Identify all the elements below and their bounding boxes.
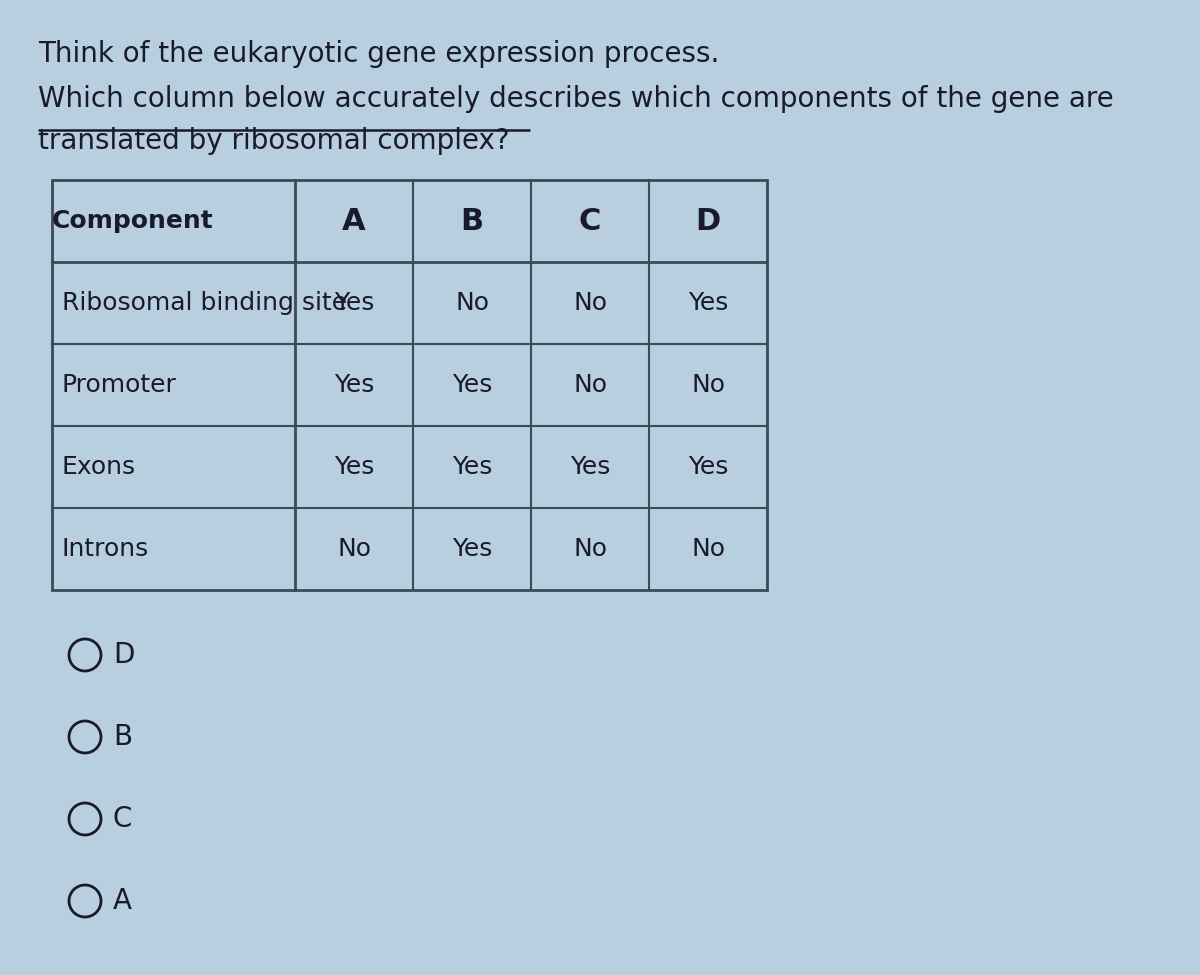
Text: No: No (574, 537, 607, 561)
Text: Yes: Yes (334, 373, 374, 397)
Text: C: C (578, 207, 601, 236)
Text: B: B (461, 207, 484, 236)
Text: A: A (113, 887, 132, 915)
Text: Yes: Yes (334, 291, 374, 315)
Text: Exons: Exons (62, 455, 136, 479)
Text: No: No (691, 373, 725, 397)
Text: No: No (337, 537, 371, 561)
Text: Yes: Yes (688, 455, 728, 479)
Text: B: B (113, 723, 132, 751)
Text: Ribosomal binding site: Ribosomal binding site (62, 291, 347, 315)
Text: No: No (455, 291, 490, 315)
Text: Yes: Yes (452, 455, 492, 479)
Text: No: No (574, 373, 607, 397)
Text: A: A (342, 207, 366, 236)
Text: Promoter: Promoter (62, 373, 176, 397)
Text: Yes: Yes (688, 291, 728, 315)
Text: Yes: Yes (452, 373, 492, 397)
Text: D: D (113, 641, 134, 669)
Text: Component: Component (52, 209, 214, 233)
Text: Introns: Introns (62, 537, 149, 561)
Text: No: No (691, 537, 725, 561)
Text: Yes: Yes (452, 537, 492, 561)
Text: C: C (113, 805, 132, 833)
Text: Yes: Yes (570, 455, 610, 479)
Text: translated by ribosomal complex?: translated by ribosomal complex? (38, 127, 510, 155)
Text: D: D (695, 207, 721, 236)
Text: Think of the eukaryotic gene expression process.: Think of the eukaryotic gene expression … (38, 40, 719, 68)
Text: No: No (574, 291, 607, 315)
Text: Yes: Yes (334, 455, 374, 479)
Text: Which column below accurately describes which components of the gene are: Which column below accurately describes … (38, 85, 1114, 113)
FancyBboxPatch shape (52, 180, 767, 590)
